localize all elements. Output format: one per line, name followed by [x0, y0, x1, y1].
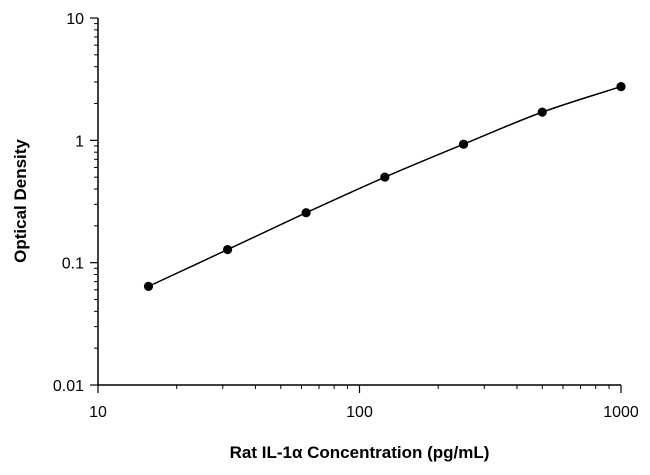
data-point	[143, 281, 154, 291]
y-tick-label: 1	[75, 133, 84, 150]
y-axis-title: Optical Density	[11, 139, 30, 263]
data-points	[143, 81, 626, 291]
y-tick-label: 10	[66, 11, 84, 28]
x-axis-title: Rat IL-1α Concentration (pg/mL)	[230, 443, 490, 462]
y-tick-label: 0.01	[53, 378, 84, 395]
ticks	[90, 17, 622, 393]
fit-curve	[148, 85, 622, 288]
x-tick-label: 1000	[603, 404, 639, 421]
axes	[97, 18, 621, 386]
data-point	[222, 244, 233, 255]
y-tick-label: 0.1	[62, 256, 84, 273]
data-point	[616, 81, 626, 92]
x-tick-label: 10	[89, 404, 107, 421]
data-point	[380, 172, 390, 182]
x-tick-label: 100	[346, 404, 373, 421]
data-point	[301, 208, 311, 218]
data-point	[537, 107, 547, 117]
tick-labels: 10 1 0.1 0.01 10 100 1000	[53, 11, 639, 421]
data-point	[458, 139, 469, 149]
